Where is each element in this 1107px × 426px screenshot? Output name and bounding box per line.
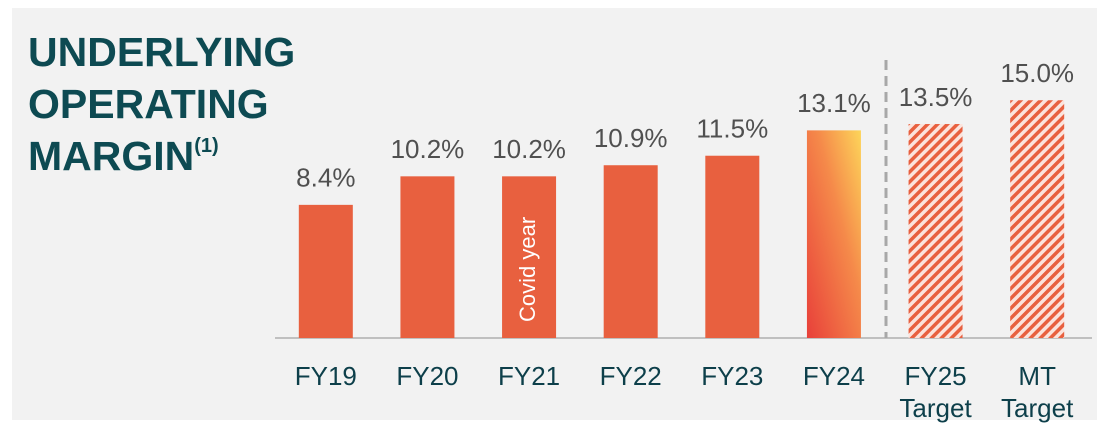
- x-tick-label-line: Target: [899, 393, 972, 423]
- bar: [400, 176, 455, 338]
- x-tick-label: FY21: [498, 361, 560, 391]
- value-label: 10.2%: [391, 134, 465, 164]
- bar: [298, 204, 353, 338]
- x-tick-label: FY22: [600, 361, 662, 391]
- chart-title-block: UNDERLYING OPERATING MARGIN(1): [28, 26, 328, 182]
- value-label: 15.0%: [1000, 58, 1074, 88]
- annotation: Covid year: [515, 217, 540, 322]
- value-label: 10.2%: [492, 134, 566, 164]
- bar: [806, 130, 861, 338]
- bar: [705, 155, 760, 338]
- x-tick-label-line: MT: [1018, 361, 1056, 391]
- x-tick-label-line: Target: [1001, 393, 1074, 423]
- x-tick-label: FY20: [396, 361, 458, 391]
- title-note: (1): [194, 135, 219, 157]
- x-tick-label: FY25 Target: [899, 361, 972, 423]
- value-label: 13.5%: [899, 82, 973, 112]
- x-tick-label: FY24: [803, 361, 865, 391]
- chart-title: UNDERLYING OPERATING MARGIN: [28, 29, 296, 179]
- bar: [1010, 100, 1065, 338]
- bar: [603, 165, 658, 338]
- x-tick-label: FY23: [701, 361, 763, 391]
- value-label: 13.1%: [797, 88, 871, 118]
- value-label: 8.4%: [296, 163, 355, 193]
- value-label: 10.9%: [594, 123, 668, 153]
- x-tick-label: MT Target: [1001, 361, 1074, 423]
- x-tick-label: FY19: [295, 361, 357, 391]
- bar: [908, 124, 963, 339]
- value-label: 11.5%: [696, 114, 768, 144]
- bar: [502, 176, 557, 338]
- x-tick-label-line: FY25: [904, 361, 966, 391]
